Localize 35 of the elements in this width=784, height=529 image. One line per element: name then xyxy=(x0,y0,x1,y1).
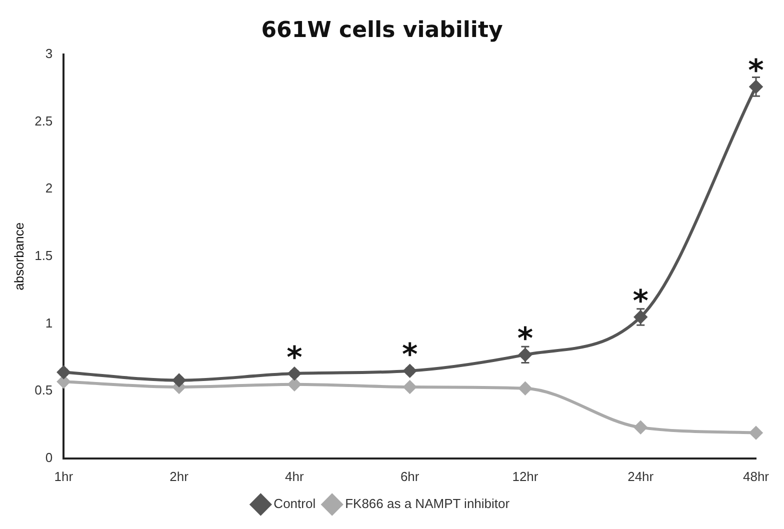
annotation: * xyxy=(402,338,418,373)
y-tick-label: 2.5 xyxy=(34,113,53,128)
point xyxy=(403,380,416,394)
y-tick-label: 3 xyxy=(45,46,53,61)
annotation: * xyxy=(632,284,649,319)
legend-label: Control xyxy=(274,496,316,512)
point xyxy=(403,364,416,378)
y-tick-label: 0.5 xyxy=(34,382,53,398)
y-tick-label: 1 xyxy=(45,315,53,330)
x-tick-label: 48hr xyxy=(742,468,770,484)
point xyxy=(288,367,301,380)
y-tick-label: 2 xyxy=(45,180,53,196)
y-tick-label: 0 xyxy=(45,450,53,465)
x-tick-label: 6hr xyxy=(400,468,420,484)
chart-title: 661W cells viability xyxy=(261,18,503,43)
x-tick-label: 2hr xyxy=(170,468,190,484)
legend-label: FK866 as a NAMPT inhibitor xyxy=(345,496,510,512)
point xyxy=(750,426,762,440)
point xyxy=(518,348,532,362)
point xyxy=(518,382,532,395)
annotation: * xyxy=(517,322,534,357)
point xyxy=(172,374,186,387)
y-axis-title: absorbance xyxy=(11,222,26,290)
annotation: * xyxy=(286,340,303,376)
point xyxy=(57,366,70,379)
point xyxy=(288,378,301,391)
y-tick-label: 1.5 xyxy=(34,248,53,263)
point xyxy=(634,310,648,324)
point xyxy=(57,375,70,388)
point xyxy=(634,420,648,434)
x-tick-label: 1hr xyxy=(54,468,74,484)
x-tick-label: 24hr xyxy=(628,468,654,484)
x-tick-label: 12hr xyxy=(512,468,539,484)
annotation: * xyxy=(748,54,764,89)
x-tick-label: 4hr xyxy=(285,468,305,484)
